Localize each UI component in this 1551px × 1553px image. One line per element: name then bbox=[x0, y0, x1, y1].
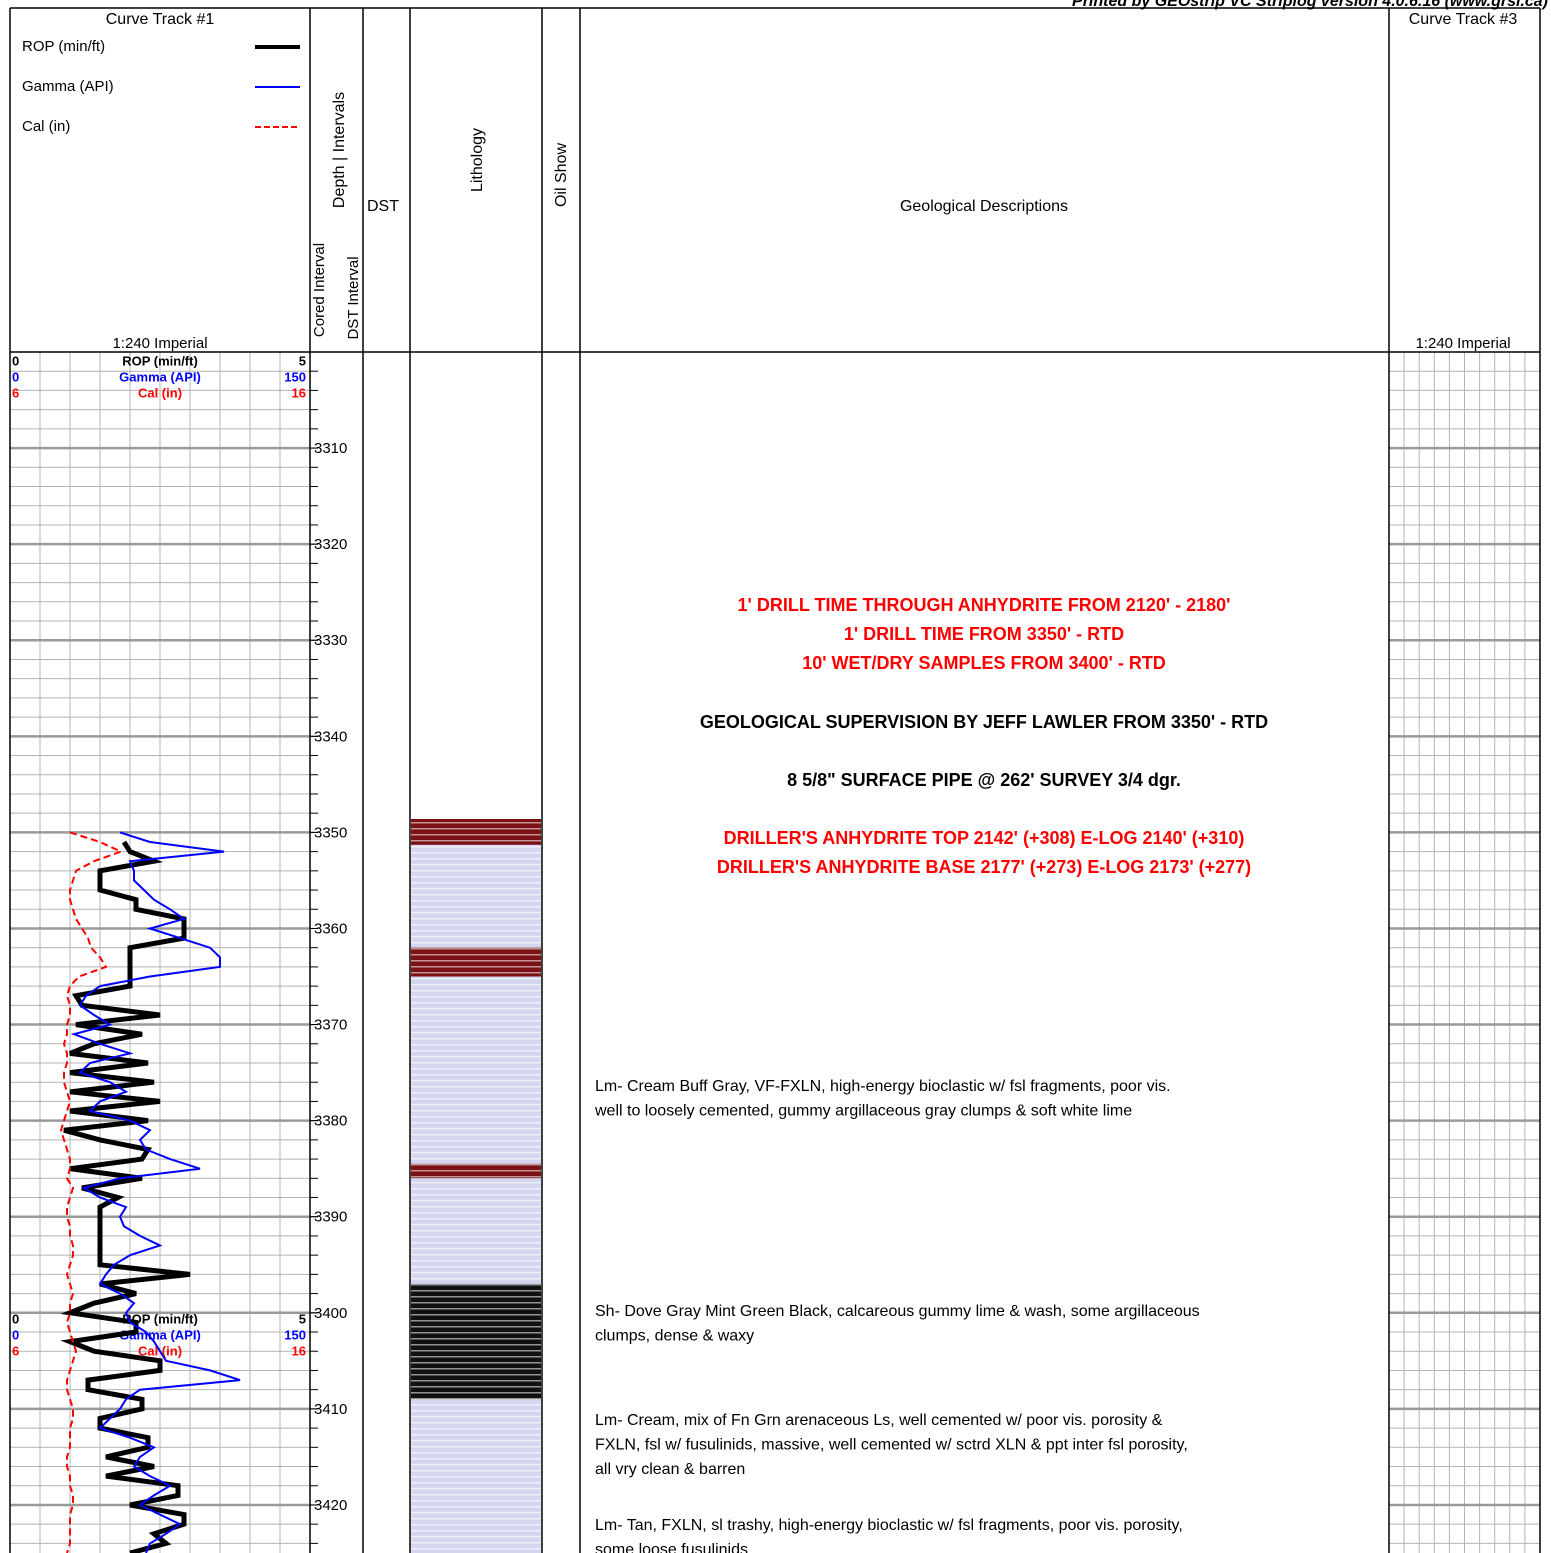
column-title: Geological Descriptions bbox=[900, 198, 1068, 215]
scale-max: 150 bbox=[284, 1327, 306, 1342]
description-line: Sh- Dove Gray Mint Green Black, calcareo… bbox=[595, 1303, 1200, 1320]
scale-name: ROP (min/ft) bbox=[122, 1311, 198, 1326]
lithology-pattern bbox=[411, 947, 541, 977]
note: DRILLER'S ANHYDRITE TOP 2142' (+308) E-L… bbox=[724, 828, 1245, 848]
description-line: all vry clean & barren bbox=[595, 1461, 745, 1478]
description-line: well to loosely cemented, gummy argillac… bbox=[594, 1103, 1132, 1120]
depth-label: 3370 bbox=[314, 1017, 347, 1034]
depth-label: 3340 bbox=[314, 728, 347, 745]
legend-label: Cal (in) bbox=[22, 118, 70, 135]
lithology-pattern bbox=[411, 818, 541, 845]
description-line: Lm- Cream Buff Gray, VF-FXLN, high-energ… bbox=[595, 1078, 1171, 1095]
printed-by: Printed by GEOstrip VC Striplog version … bbox=[1072, 0, 1548, 10]
scale-max: 5 bbox=[299, 1311, 306, 1326]
scale-min: 0 bbox=[12, 353, 19, 368]
description-line: Lm- Cream, mix of Fn Grn arenaceous Ls, … bbox=[595, 1412, 1163, 1429]
column-title: Cored Interval bbox=[311, 243, 328, 337]
scale-label: 1:240 Imperial bbox=[112, 335, 207, 352]
depth-label: 3410 bbox=[314, 1401, 347, 1418]
lithology-pattern bbox=[411, 844, 541, 948]
column-title: Lithology bbox=[469, 128, 486, 192]
lithology-pattern bbox=[411, 1178, 541, 1284]
track-title: Curve Track #3 bbox=[1409, 11, 1518, 28]
description-line: some loose fusulinids bbox=[595, 1542, 748, 1553]
scale-max: 16 bbox=[292, 385, 306, 400]
legend-label: ROP (min/ft) bbox=[22, 38, 105, 55]
depth-label: 3350 bbox=[314, 824, 347, 841]
note: GEOLOGICAL SUPERVISION BY JEFF LAWLER FR… bbox=[700, 712, 1268, 732]
scale-max: 150 bbox=[284, 369, 306, 384]
note: 1' DRILL TIME THROUGH ANHYDRITE FROM 212… bbox=[738, 595, 1231, 615]
depth-label: 3330 bbox=[314, 632, 347, 649]
curve bbox=[70, 831, 241, 1553]
note: 10' WET/DRY SAMPLES FROM 3400' - RTD bbox=[802, 653, 1166, 673]
scale-name: Gamma (API) bbox=[119, 369, 201, 384]
depth-label: 3420 bbox=[314, 1497, 347, 1514]
depth-label: 3390 bbox=[314, 1209, 347, 1226]
lithology-pattern bbox=[411, 1283, 541, 1400]
scale-min: 6 bbox=[12, 385, 19, 400]
scale-min: 0 bbox=[12, 369, 19, 384]
lithology-pattern bbox=[411, 976, 541, 1164]
description-line: FXLN, fsl w/ fusulinids, massive, well c… bbox=[595, 1437, 1188, 1454]
depth-label: 3320 bbox=[314, 536, 347, 553]
track-title: Curve Track #1 bbox=[106, 11, 215, 28]
scale-label: 1:240 Imperial bbox=[1415, 335, 1510, 352]
scale-max: 16 bbox=[292, 1343, 306, 1358]
description-line: Lm- Tan, FXLN, sl trashy, high-energy bi… bbox=[595, 1517, 1183, 1534]
scale-min: 6 bbox=[12, 1343, 19, 1358]
column-title: Oil Show bbox=[553, 143, 570, 207]
scale-min: 0 bbox=[12, 1327, 19, 1342]
column-title: DST Interval bbox=[345, 256, 362, 339]
legend-label: Gamma (API) bbox=[22, 78, 114, 95]
curve bbox=[59, 831, 124, 1553]
depth-label: 3360 bbox=[314, 920, 347, 937]
scale-name: Cal (in) bbox=[138, 385, 182, 400]
note: 8 5/8" SURFACE PIPE @ 262' SURVEY 3/4 dg… bbox=[787, 770, 1181, 790]
column-title: DST bbox=[367, 198, 399, 215]
lithology-pattern bbox=[411, 1163, 541, 1179]
note: 1' DRILL TIME FROM 3350' - RTD bbox=[844, 624, 1124, 644]
column-title: Depth | Intervals bbox=[331, 92, 348, 208]
depth-label: 3380 bbox=[314, 1113, 347, 1130]
note: DRILLER'S ANHYDRITE BASE 2177' (+273) E-… bbox=[717, 857, 1251, 877]
scale-name: Gamma (API) bbox=[119, 1327, 201, 1342]
scale-max: 5 bbox=[299, 353, 306, 368]
curve bbox=[60, 840, 191, 1553]
depth-label: 3400 bbox=[314, 1305, 347, 1322]
scale-min: 0 bbox=[12, 1311, 19, 1326]
scale-name: ROP (min/ft) bbox=[122, 353, 198, 368]
description-line: clumps, dense & waxy bbox=[595, 1328, 754, 1345]
depth-label: 3310 bbox=[314, 440, 347, 457]
lithology-pattern bbox=[411, 1399, 541, 1553]
